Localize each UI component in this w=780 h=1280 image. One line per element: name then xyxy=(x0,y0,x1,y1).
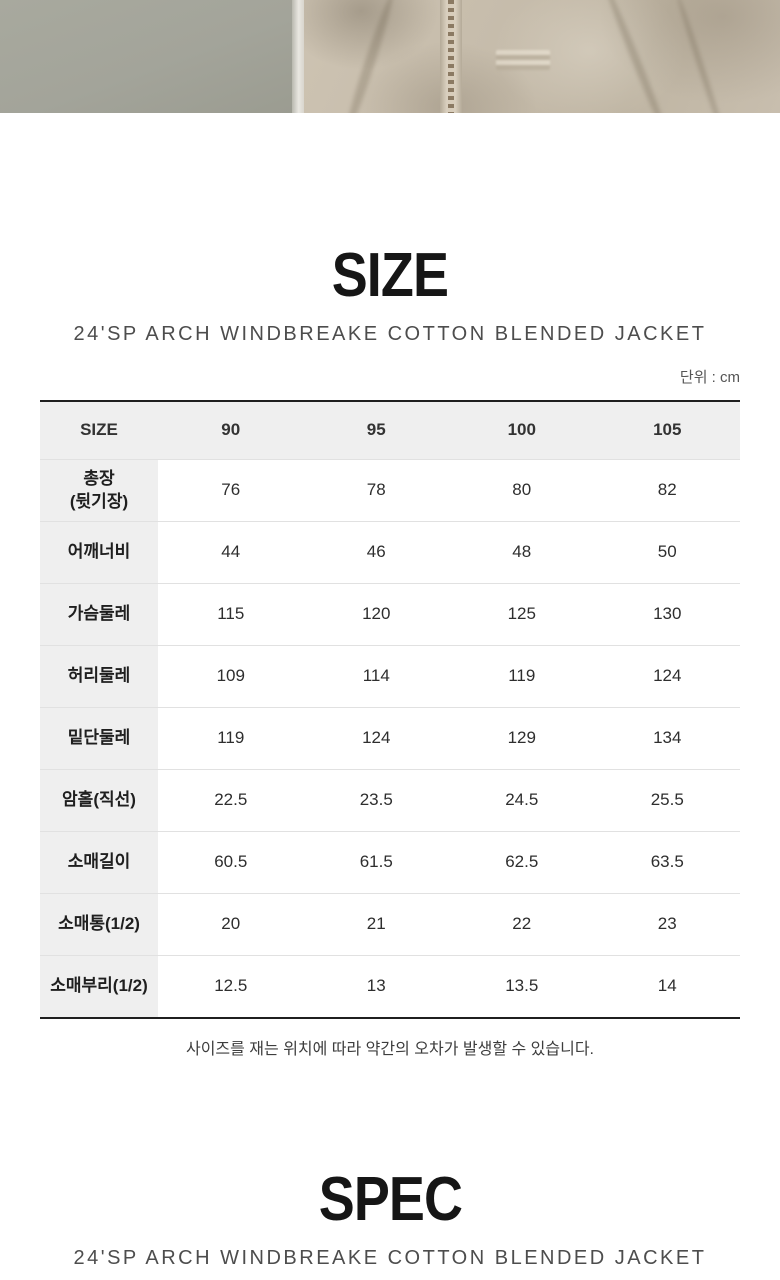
size-value: 12.5 xyxy=(214,976,248,996)
spec-title: SPEC xyxy=(0,1169,780,1231)
row-label: 소매부리(1/2) xyxy=(40,956,158,1017)
size-value: 76 xyxy=(221,480,241,500)
size-value: 60.5 xyxy=(214,852,248,872)
row-label: 소매길이 xyxy=(40,832,158,893)
brand-logo xyxy=(496,50,550,70)
unit-label: 단위 : cm xyxy=(679,369,740,386)
jacket-fold xyxy=(341,0,397,113)
size-value: 82 xyxy=(657,480,677,500)
row-label: 총장 (뒷기장) xyxy=(40,460,158,521)
header-cell-100: 100 xyxy=(507,420,536,440)
size-value: 13 xyxy=(366,976,386,996)
jacket-fold xyxy=(674,0,730,113)
size-value: 24.5 xyxy=(505,790,539,810)
size-value: 44 xyxy=(221,542,241,562)
row-label: 밑단둘레 xyxy=(40,708,158,769)
photo-background-wall xyxy=(0,0,292,113)
size-value: 129 xyxy=(507,728,536,748)
size-value: 130 xyxy=(653,604,682,624)
photo-wall-edge xyxy=(292,0,304,113)
size-value: 61.5 xyxy=(359,852,393,872)
jacket-zipper xyxy=(440,0,462,113)
spec-section: SPEC 24'SP ARCH WINDBREAKE COTTON BLENDE… xyxy=(0,1169,780,1270)
size-value: 125 xyxy=(507,604,536,624)
size-value: 22.5 xyxy=(214,790,248,810)
table-row: 총장 (뒷기장) 76 78 80 82 xyxy=(40,460,740,522)
header-cell-90: 90 xyxy=(221,420,241,440)
row-label: 어깨너비 xyxy=(40,522,158,583)
row-label-line2: (뒷기장) xyxy=(69,491,129,511)
table-row: 소매부리(1/2) 12.5 13 13.5 14 xyxy=(40,956,740,1017)
jacket-fold xyxy=(602,0,674,113)
table-row: 가슴둘레 115 120 125 130 xyxy=(40,584,740,646)
size-value: 48 xyxy=(512,542,532,562)
size-value: 124 xyxy=(653,666,682,686)
size-value: 80 xyxy=(512,480,532,500)
row-label: 소매통(1/2) xyxy=(40,894,158,955)
zipper-teeth xyxy=(448,0,454,113)
size-note: 사이즈를 재는 위치에 따라 약간의 오차가 발생할 수 있습니다. xyxy=(185,1041,594,1058)
size-value: 124 xyxy=(362,728,391,748)
size-value: 50 xyxy=(657,542,677,562)
size-value: 63.5 xyxy=(650,852,684,872)
table-row: 암홀(직선) 22.5 23.5 24.5 25.5 xyxy=(40,770,740,832)
table-row: 허리둘레 109 114 119 124 xyxy=(40,646,740,708)
jacket-image xyxy=(304,0,780,113)
row-label-line1: 총장 xyxy=(83,468,115,488)
header-cell-size: SIZE xyxy=(80,420,118,440)
table-header-row: SIZE 90 95 100 105 xyxy=(40,402,740,460)
size-value: 13.5 xyxy=(505,976,539,996)
spec-title-text: SPEC xyxy=(318,1165,462,1234)
size-value: 22 xyxy=(512,914,532,934)
size-value: 14 xyxy=(657,976,677,996)
header-cell-105: 105 xyxy=(653,420,682,440)
size-value: 134 xyxy=(653,728,682,748)
size-subtitle: 24'SP ARCH WINDBREAKE COTTON BLENDED JAC… xyxy=(73,323,707,345)
size-value: 20 xyxy=(221,914,241,934)
row-label: 가슴둘레 xyxy=(40,584,158,645)
product-photo xyxy=(0,0,780,113)
row-label: 암홀(직선) xyxy=(40,770,158,831)
size-value: 23.5 xyxy=(359,790,393,810)
row-label: 허리둘레 xyxy=(40,646,158,707)
table-row: 어깨너비 44 46 48 50 xyxy=(40,522,740,584)
size-value: 115 xyxy=(217,604,245,624)
size-value: 46 xyxy=(366,542,386,562)
size-table: SIZE 90 95 100 105 총장 (뒷기장) 76 78 80 82 … xyxy=(40,400,740,1019)
spec-subtitle: 24'SP ARCH WINDBREAKE COTTON BLENDED JAC… xyxy=(73,1247,707,1269)
size-value: 23 xyxy=(657,914,677,934)
size-value: 119 xyxy=(508,666,536,686)
size-section: SIZE 24'SP ARCH WINDBREAKE COTTON BLENDE… xyxy=(0,245,780,1059)
bottom-padding xyxy=(0,1270,780,1280)
size-value: 21 xyxy=(366,914,386,934)
size-title: SIZE xyxy=(0,245,780,307)
size-value: 62.5 xyxy=(505,852,539,872)
size-value: 25.5 xyxy=(650,790,684,810)
size-value: 114 xyxy=(362,666,390,686)
size-value: 78 xyxy=(366,480,386,500)
header-cell-95: 95 xyxy=(366,420,386,440)
table-row: 소매길이 60.5 61.5 62.5 63.5 xyxy=(40,832,740,894)
size-title-text: SIZE xyxy=(331,241,449,310)
size-value: 119 xyxy=(217,728,245,748)
table-row: 소매통(1/2) 20 21 22 23 xyxy=(40,894,740,956)
size-value: 109 xyxy=(216,666,245,686)
table-row: 밑단둘레 119 124 129 134 xyxy=(40,708,740,770)
size-value: 120 xyxy=(362,604,391,624)
